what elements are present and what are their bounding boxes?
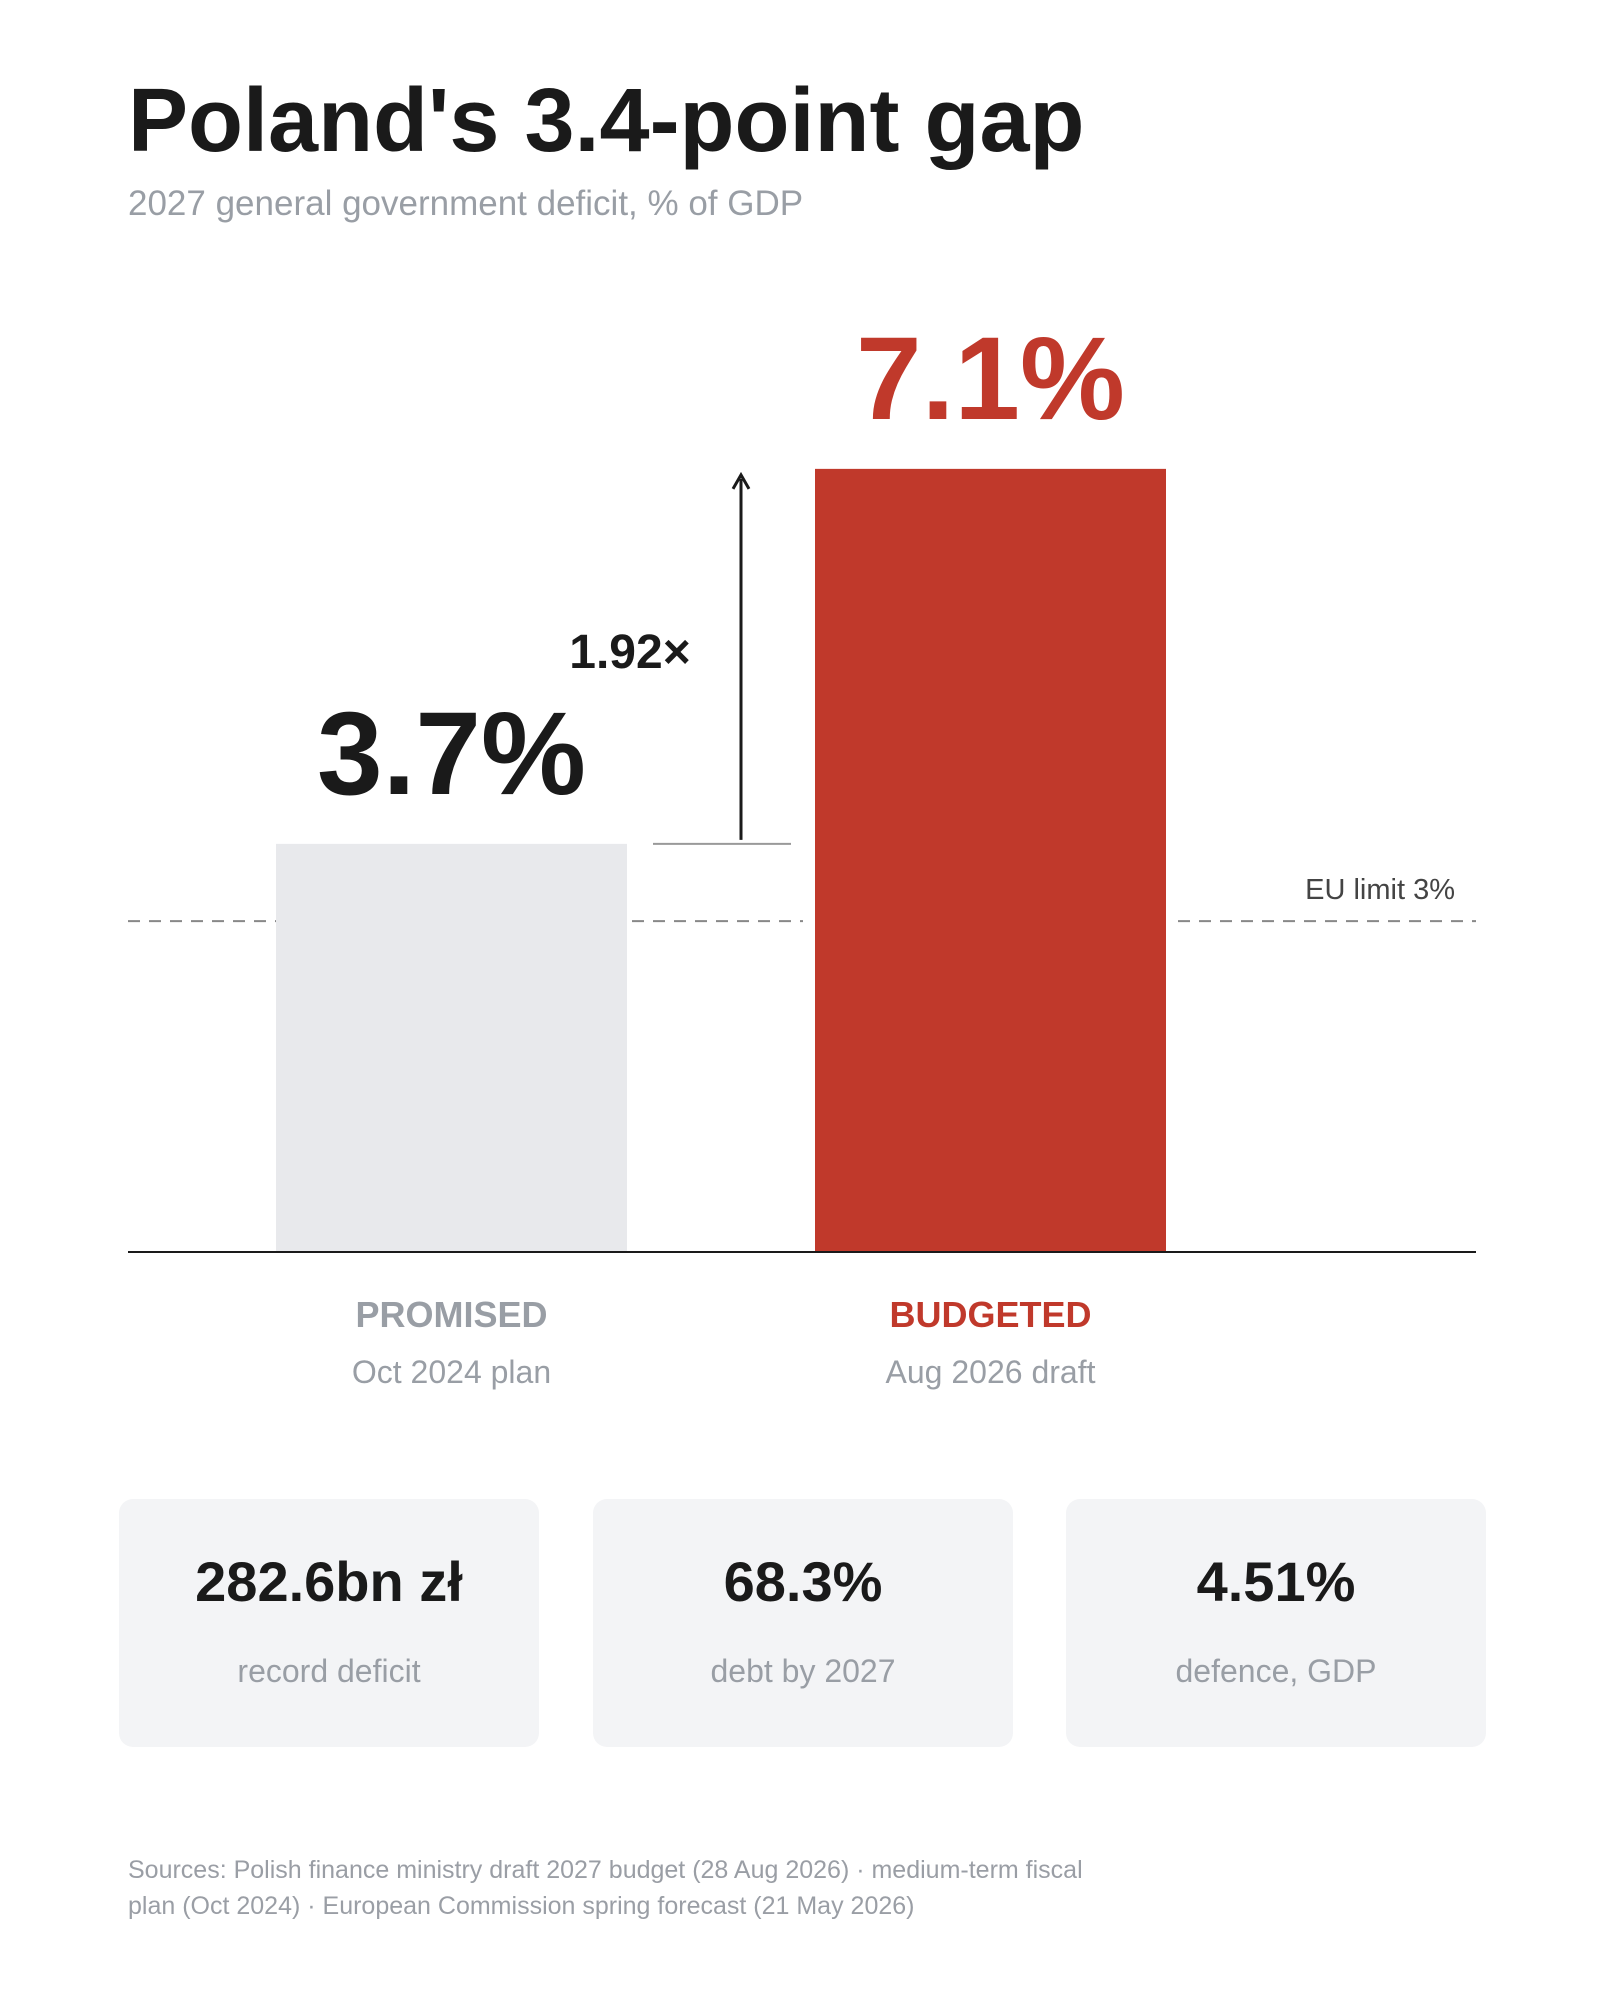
reference-label: EU limit 3% xyxy=(1305,874,1455,906)
bar xyxy=(276,843,627,1252)
value-label: 3.7% xyxy=(317,688,586,820)
bar xyxy=(815,468,1166,1252)
stat-label: record deficit xyxy=(237,1653,420,1689)
stat-value: 4.51% xyxy=(1197,1550,1356,1613)
stat-label: defence, GDP xyxy=(1176,1653,1377,1689)
stat-value: 282.6bn zł xyxy=(195,1550,463,1613)
stat-value: 68.3% xyxy=(724,1550,883,1613)
category-label: BUDGETED xyxy=(889,1294,1091,1335)
category-sublabel: Aug 2026 draft xyxy=(886,1354,1096,1390)
stat-card xyxy=(593,1499,1013,1747)
chart-title: Poland's 3.4-point gap xyxy=(128,71,1084,171)
gap-annotation: 1.92× xyxy=(569,626,690,679)
sources: Sources: Polish finance ministry draft 2… xyxy=(128,1856,1083,1920)
stat-card xyxy=(119,1499,539,1747)
arrow-head xyxy=(731,471,751,490)
category-label: PROMISED xyxy=(355,1294,547,1335)
stat-label: debt by 2027 xyxy=(710,1653,895,1689)
stat-card xyxy=(1066,1499,1486,1747)
category-sublabel: Oct 2024 plan xyxy=(352,1354,551,1390)
value-label: 7.1% xyxy=(856,313,1125,445)
chart-subtitle: 2027 general government deficit, % of GD… xyxy=(128,184,803,223)
